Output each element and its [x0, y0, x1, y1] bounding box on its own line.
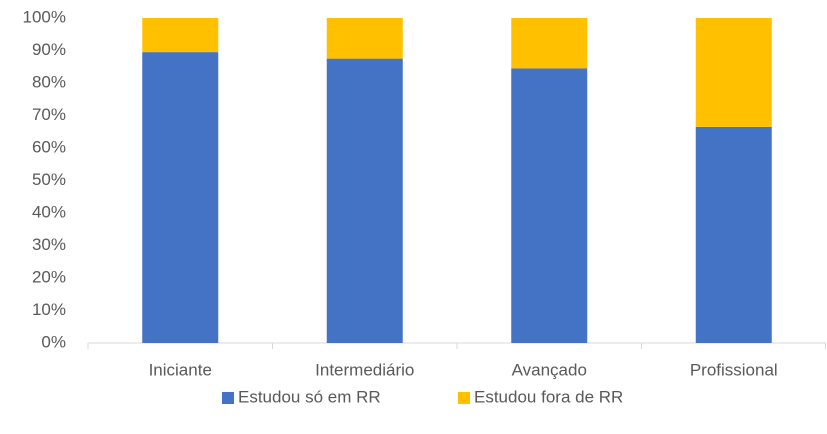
y-tick-label: 70%: [32, 105, 66, 124]
x-tick-label: Intermediário: [315, 360, 414, 379]
y-tick-label: 30%: [32, 235, 66, 254]
bar-segment: [511, 18, 588, 69]
legend-swatch: [458, 392, 470, 404]
bar-segment: [695, 18, 772, 127]
y-tick-label: 0%: [41, 332, 66, 351]
y-tick-label: 60%: [32, 137, 66, 156]
y-tick-label: 40%: [32, 202, 66, 221]
bar-segment: [511, 68, 588, 343]
legend-label: Estudou fora de RR: [474, 387, 623, 406]
y-tick-label: 90%: [32, 40, 66, 59]
y-tick-label: 50%: [32, 170, 66, 189]
bar-segment: [326, 18, 403, 59]
x-tick-label: Profissional: [690, 360, 778, 379]
bar-segment: [326, 58, 403, 343]
legend-swatch: [222, 392, 234, 404]
bar-segment: [695, 126, 772, 343]
bar-segment: [142, 18, 219, 53]
x-tick-label: Avançado: [512, 360, 587, 379]
y-tick-label: 80%: [32, 72, 66, 91]
legend-label: Estudou só em RR: [238, 387, 381, 406]
y-tick-label: 100%: [23, 7, 66, 26]
x-tick-label: Iniciante: [149, 360, 212, 379]
y-tick-label: 20%: [32, 267, 66, 286]
bar-segment: [142, 52, 219, 343]
y-tick-label: 10%: [32, 300, 66, 319]
